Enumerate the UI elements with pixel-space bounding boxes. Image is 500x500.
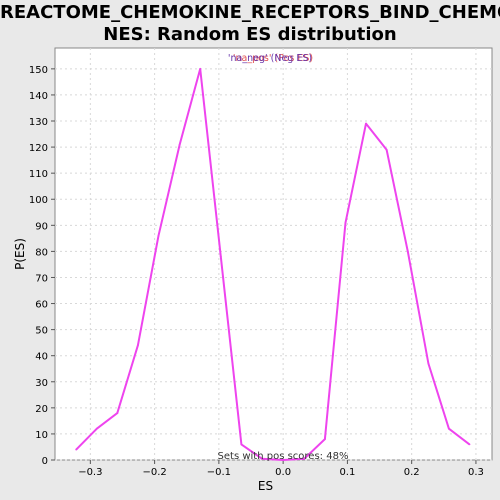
data-point — [344, 221, 347, 224]
data-point — [157, 234, 160, 237]
chart-text: 0 10 20 30 40 50 60 70 80 90 100 110 120 130 140 150 −0.… — [13, 53, 484, 493]
data-point — [75, 448, 78, 451]
y-tick-label: 60 — [35, 300, 48, 311]
chart-title-line-2: NES: Random ES distribution — [103, 24, 397, 45]
legend-neg-label: 'na_neg' (Neg ES) — [228, 53, 312, 64]
y-tick-label: 110 — [29, 169, 48, 180]
pos-scores-annotation: Sets with pos scores: 48% — [218, 451, 349, 462]
y-axis-label: P(ES) — [13, 238, 27, 270]
legend-pos-label: 'na_pos' (Pos ES) — [233, 53, 313, 64]
x-tick-label: −0.2 — [142, 467, 166, 478]
data-point — [178, 143, 181, 146]
x-tick-label: 0.0 — [275, 467, 291, 478]
data-point — [365, 122, 367, 125]
data-point — [324, 438, 326, 441]
data-point — [468, 443, 471, 446]
y-tick-label: 20 — [35, 404, 48, 415]
data-point — [427, 362, 430, 365]
data-point — [385, 148, 388, 151]
data-point — [282, 459, 285, 461]
y-tick-label: 0 — [42, 456, 48, 467]
x-tick-label: 0.3 — [468, 467, 484, 478]
plot-area — [54, 47, 493, 461]
axes — [51, 68, 477, 464]
y-tick-label: 130 — [29, 117, 48, 128]
data-point — [199, 67, 202, 70]
x-tick-label: 0.1 — [339, 467, 355, 478]
y-tick-label: 140 — [29, 91, 48, 102]
data-point — [261, 457, 263, 460]
data-point — [95, 427, 98, 430]
y-tick-label: 30 — [35, 378, 48, 389]
y-tick-label: 120 — [29, 143, 48, 154]
data-point — [116, 412, 119, 414]
chart-title: REACTOME_CHEMOKINE_RECEPTORS_BIND_CHEMOK… — [0, 2, 500, 46]
series-line — [75, 67, 471, 461]
data-point — [303, 457, 306, 460]
data-point — [448, 427, 450, 430]
y-tick-label: 10 — [35, 430, 48, 441]
chart-title-line-1: REACTOME_CHEMOKINE_RECEPTORS_BIND_CHEMOK… — [0, 2, 500, 23]
x-tick-label: −0.3 — [78, 467, 102, 478]
data-point — [406, 250, 409, 253]
x-tick-label: 0.2 — [404, 467, 420, 478]
data-point — [240, 443, 243, 446]
x-axis-label: ES — [258, 479, 273, 493]
y-tick-label: 50 — [35, 326, 48, 337]
series-layer — [75, 67, 471, 461]
y-tick-label: 150 — [29, 65, 48, 76]
y-tick-label: 70 — [35, 273, 48, 284]
data-point — [219, 255, 222, 258]
data-point — [137, 344, 139, 347]
x-tick-label: −0.1 — [207, 467, 231, 478]
y-tick-label: 90 — [35, 221, 48, 232]
y-tick-label: 100 — [29, 195, 48, 206]
y-tick-label: 40 — [35, 352, 48, 363]
y-tick-label: 80 — [35, 247, 48, 258]
